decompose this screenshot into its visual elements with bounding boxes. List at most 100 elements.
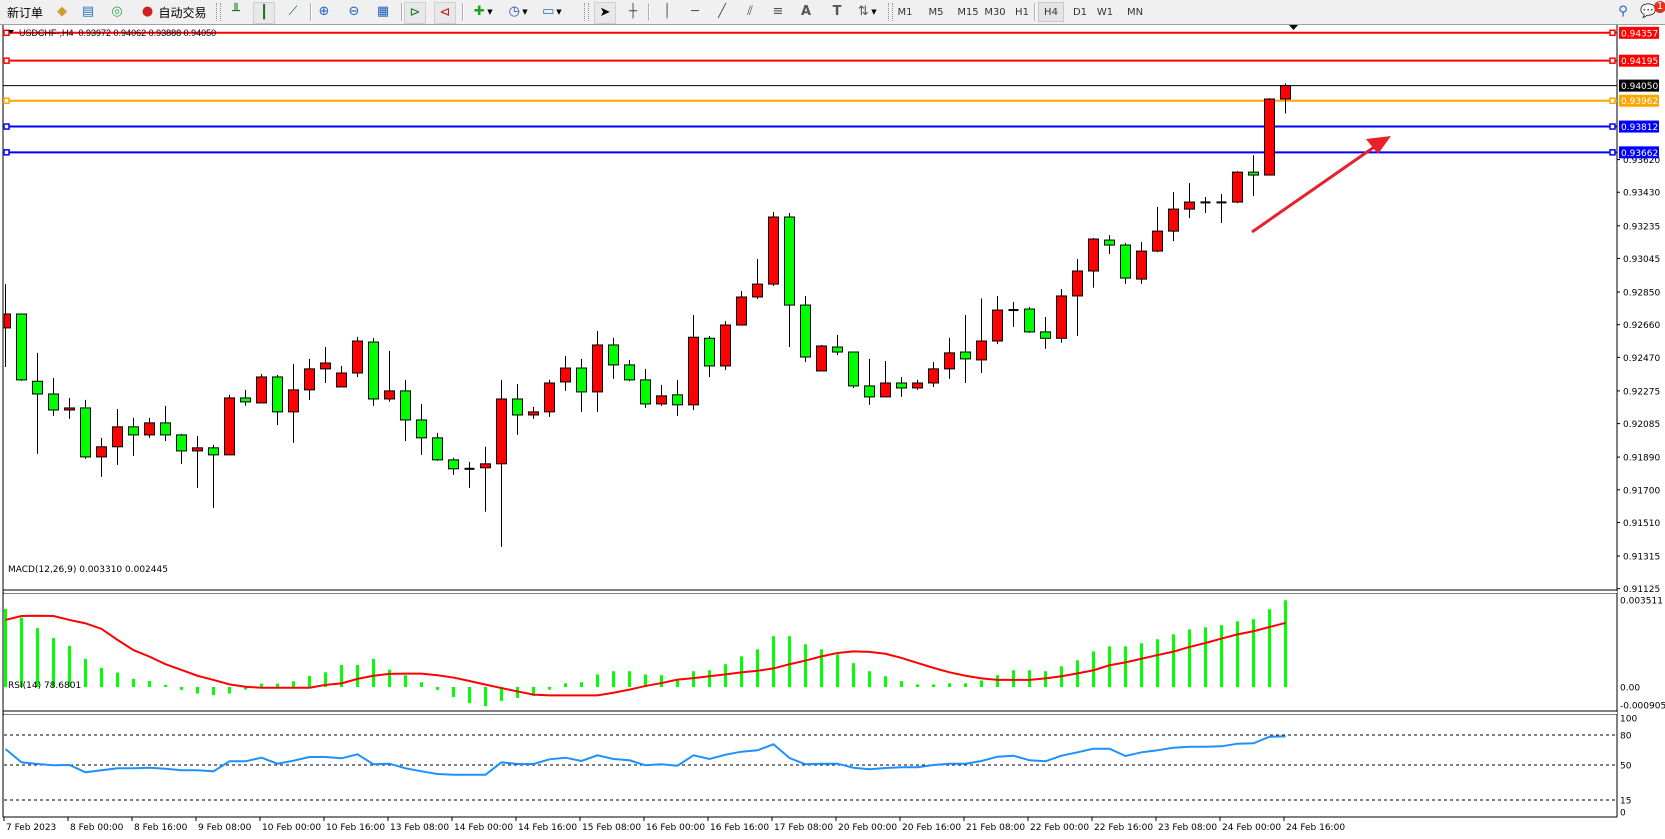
timeframe-w1-button[interactable]: W1	[1096, 6, 1114, 18]
macd-histogram-bar	[420, 682, 423, 687]
candle	[1280, 83, 1291, 114]
chart-shift-button[interactable]: ⊳	[404, 2, 426, 24]
fibonacci-button[interactable]: ≡	[768, 2, 788, 22]
candle-body	[128, 426, 139, 436]
chart-window[interactable]: 0.93620 0.93430 0.93235 0.93045 0.92850 0.926…	[0, 25, 1665, 839]
candle-body	[848, 351, 859, 387]
arrows-icon: ⇅	[857, 4, 869, 19]
line-anchor-handle[interactable]	[1609, 29, 1616, 37]
text-button[interactable]: A	[796, 2, 816, 22]
chat-button[interactable]: 💬	[1638, 2, 1658, 22]
market-watch-button[interactable]: ◆	[52, 2, 72, 22]
rsi-label: RSI(14) 78.6801	[8, 681, 81, 691]
text-label-button[interactable]: T	[827, 2, 847, 22]
templates-button[interactable]: ▭ ▼	[536, 2, 566, 22]
autoscroll-button[interactable]: ⊲	[434, 2, 456, 24]
horizontal-line-price-label-bg	[1619, 54, 1659, 67]
candle	[528, 406, 539, 419]
chat-icon: 💬	[1640, 4, 1657, 19]
price-tick-label: 0.93235	[1623, 222, 1660, 232]
zoom-out-button[interactable]: ⊖	[344, 2, 364, 22]
line-chart-icon: ⟋	[288, 4, 298, 19]
timeframe-h1-button[interactable]: H1	[1015, 6, 1029, 18]
candle	[672, 379, 683, 416]
horizontal-line-button[interactable]: ─	[685, 2, 705, 22]
candle-body	[1104, 239, 1115, 246]
timeframe-m5-button[interactable]: M5	[928, 6, 944, 18]
candle	[1104, 235, 1115, 254]
bar-chart-button[interactable]: ╨	[226, 2, 246, 22]
line-anchor-handle[interactable]	[3, 29, 10, 37]
macd-histogram-bar	[708, 670, 711, 687]
candlestick-button[interactable]: ┃	[253, 2, 275, 24]
collapse-triangle-icon[interactable]	[8, 30, 14, 34]
candle-body	[112, 426, 123, 448]
trendline-button[interactable]: ╱	[712, 2, 732, 22]
line-anchor-handle[interactable]	[1609, 149, 1616, 156]
dropdown-arrow-icon: ▼	[522, 8, 528, 16]
line-anchor-handle[interactable]	[3, 123, 10, 130]
candle-body	[672, 394, 683, 406]
tile-windows-button[interactable]: ▦	[373, 2, 393, 22]
candle-body	[912, 382, 923, 389]
arrows-button[interactable]: ⇅ ▼	[852, 2, 880, 22]
pane-splitter[interactable]	[4, 591, 1617, 593]
candle-body	[1168, 208, 1179, 232]
new-chart-button[interactable]: ✚ ▼	[468, 2, 496, 22]
candle-body	[864, 385, 875, 398]
equidistant-channel-button[interactable]: ⫽	[740, 2, 760, 22]
signals-button[interactable]: ◎	[107, 2, 127, 22]
toolbar-grip[interactable]	[584, 3, 589, 21]
timeframe-m30-button[interactable]: M30	[984, 6, 1006, 18]
line-anchor-handle[interactable]	[1609, 97, 1616, 104]
candle-body	[944, 352, 955, 370]
line-chart-button[interactable]: ⟋	[283, 2, 303, 22]
pane-splitter[interactable]	[4, 712, 1617, 714]
candle	[304, 358, 315, 400]
macd-signal-line	[5, 614, 1286, 697]
toolbar-grip[interactable]	[888, 3, 893, 21]
candlestick-icon: ┃	[260, 5, 268, 20]
navigator-button[interactable]: ▤	[78, 2, 98, 22]
timeframe-m1-button[interactable]: M1	[897, 6, 913, 18]
line-anchor-handle[interactable]	[3, 57, 10, 64]
candle-body	[1152, 230, 1163, 252]
vertical-line-button[interactable]: │	[657, 2, 677, 22]
candle	[240, 389, 251, 406]
chart-shift-marker-icon[interactable]	[1289, 25, 1298, 30]
candle	[32, 352, 43, 454]
macd-tick-label: 0.003511	[1620, 597, 1663, 607]
candle-body	[384, 390, 395, 400]
line-anchor-handle[interactable]	[3, 97, 10, 104]
periods-icon: ◷	[508, 4, 520, 19]
trend-arrow[interactable]	[1251, 136, 1391, 234]
macd-histogram-bar	[4, 608, 7, 687]
timeframe-m15-button[interactable]: M15	[957, 6, 979, 18]
candle	[944, 337, 955, 379]
candle	[624, 359, 635, 382]
timeframe-mn-button[interactable]: MN	[1126, 6, 1144, 18]
line-anchor-handle[interactable]	[3, 149, 10, 156]
time-label: 10 Feb 16:00	[326, 823, 385, 833]
toolbar-grip[interactable]	[216, 3, 221, 21]
cursor-button[interactable]: ➤	[594, 2, 616, 24]
toolbar-separator	[648, 3, 650, 21]
candle-body	[560, 367, 571, 383]
macd-histogram-bar	[196, 687, 199, 694]
timeframe-d1-button[interactable]: D1	[1072, 6, 1088, 18]
periods-button[interactable]: ◷ ▼	[503, 2, 531, 22]
text-icon: A	[800, 4, 812, 19]
search-button[interactable]: ⚲	[1614, 2, 1632, 22]
crosshair-button[interactable]: ┼	[623, 2, 643, 22]
line-anchor-handle[interactable]	[1609, 57, 1616, 64]
candle-body	[48, 393, 59, 411]
bid-price-label-bg	[1619, 79, 1659, 92]
line-anchor-handle[interactable]	[1609, 123, 1616, 130]
timeframe-h4-button[interactable]: H4	[1038, 2, 1064, 22]
auto-trading-button[interactable]: ● 自动交易	[131, 2, 215, 22]
candle-body	[448, 459, 459, 470]
candle-body	[1232, 171, 1243, 203]
horizontal-line-price-label: 0.93962	[1621, 97, 1658, 107]
new-order-button[interactable]: 新订单	[0, 2, 50, 22]
zoom-in-button[interactable]: ⊕	[314, 2, 334, 22]
